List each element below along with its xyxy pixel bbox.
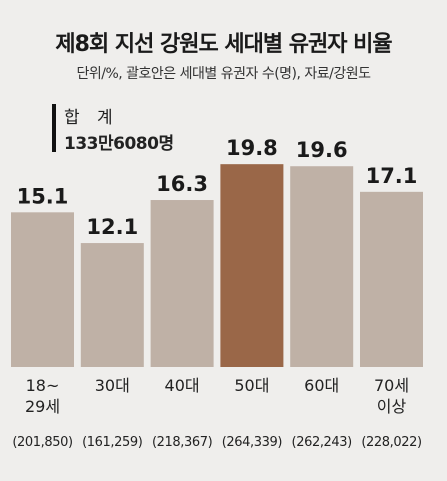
x-tick-label-4: 60대 bbox=[304, 376, 339, 395]
voter-count-label-4: (262,243) bbox=[292, 435, 352, 450]
bar-value-label-1: 12.1 bbox=[86, 215, 138, 239]
bar-1 bbox=[80, 243, 144, 367]
chart-title: 제8회 지선 강원도 세대별 유권자 비율 bbox=[55, 32, 392, 57]
voter-count-label-0: (201,850) bbox=[12, 435, 72, 450]
bar-value-label-5: 17.1 bbox=[366, 164, 418, 188]
voter-count-label-3: (264,339) bbox=[222, 435, 282, 450]
total-accent-bar bbox=[52, 104, 56, 152]
x-tick-label-1: 30대 bbox=[95, 376, 130, 395]
total-value: 133만6080명 bbox=[64, 134, 174, 154]
x-tick-label-2: 40대 bbox=[165, 376, 200, 395]
voter-count-label-1: (161,259) bbox=[82, 435, 142, 450]
voter-count-label-2: (218,367) bbox=[152, 435, 212, 450]
bar-0 bbox=[11, 212, 74, 367]
total-label: 합 계 bbox=[64, 108, 119, 128]
bar-3 bbox=[220, 164, 284, 367]
bar-2 bbox=[150, 200, 214, 367]
bar-value-label-3: 19.8 bbox=[226, 136, 278, 160]
bar-value-label-2: 16.3 bbox=[156, 172, 208, 196]
x-tick-label-5-1: 이상 bbox=[377, 397, 407, 416]
x-tick-label-0-1: 29세 bbox=[25, 397, 60, 416]
bar-value-label-0: 15.1 bbox=[17, 184, 69, 208]
chart-subtitle: 단위/%, 괄호안은 세대별 유권자 수(명), 자료/강원도 bbox=[76, 66, 371, 82]
x-tick-label-3: 50대 bbox=[234, 376, 269, 395]
bar-value-label-4: 19.6 bbox=[296, 138, 348, 162]
x-tick-label-5-0: 70세 bbox=[374, 376, 409, 395]
bar-5 bbox=[360, 191, 423, 367]
voter-count-label-5: (228,022) bbox=[361, 435, 421, 450]
x-tick-label-0-0: 18~ bbox=[26, 376, 60, 395]
bar-4 bbox=[290, 166, 354, 367]
